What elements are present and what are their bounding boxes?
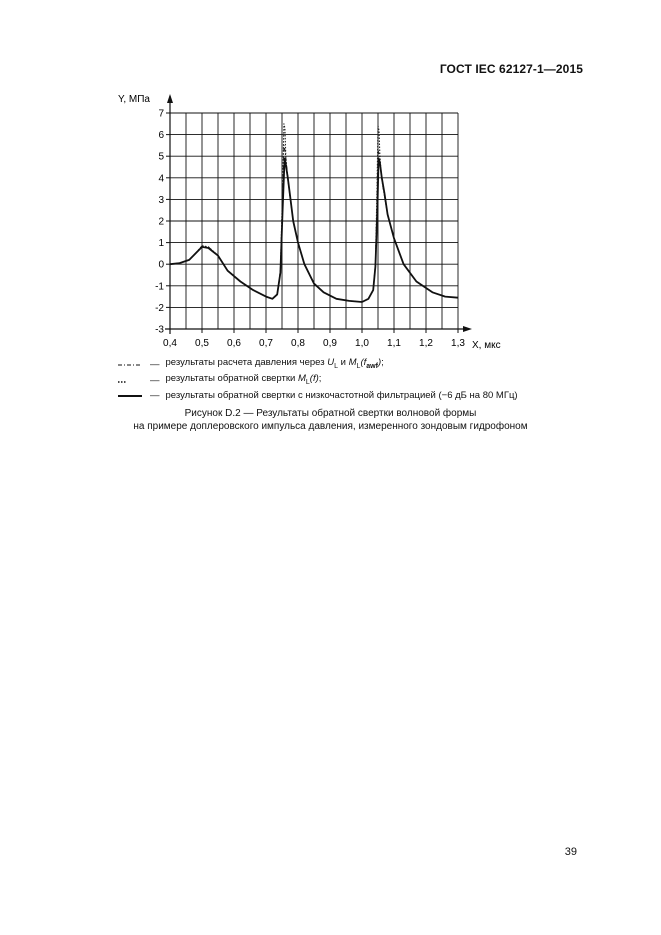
y-tick-label: 4 xyxy=(158,173,164,184)
x-tick-label: 0,4 xyxy=(163,338,177,349)
caption-line-2: на примере доплеровского импульса давлен… xyxy=(133,421,528,432)
legend-text-1: результаты расчета давления через UL и M… xyxy=(165,357,384,370)
y-tick-label: 7 xyxy=(158,109,164,120)
y-tick-label: -2 xyxy=(155,303,164,314)
legend-text-2: результаты обратной свертки ML(f); xyxy=(165,373,322,387)
pressure-waveform-chart: -3 -2 -1 0 1 2 3 4 5 6 7 0,4 0,5 0,6 0,7 0,8 0,9 1,0 1,1 1,… xyxy=(118,94,501,351)
series-line-solid xyxy=(169,157,459,303)
chart-grid xyxy=(169,112,459,330)
y-tick-label: 2 xyxy=(158,217,164,228)
legend-dash: — xyxy=(150,358,160,370)
y-axis-arrow xyxy=(167,94,173,103)
legend-item-solid: — результаты обратной свертки с низкочас… xyxy=(118,390,518,403)
standard-header: ГОСТ IEC 62127-1—2015 xyxy=(439,62,583,76)
y-axis-label: Y, МПа xyxy=(118,94,150,105)
x-tick-label: 1,1 xyxy=(387,338,401,349)
legend-item-dash-dot: — результаты расчета давления через UL и… xyxy=(118,357,518,373)
x-tick-label: 0,9 xyxy=(323,338,337,349)
x-tick-label: 0,6 xyxy=(227,338,241,349)
x-tick-label: 0,5 xyxy=(195,338,209,349)
legend-dash: — xyxy=(150,389,160,401)
legend-item-dotted: — результаты обратной свертки ML(f); xyxy=(118,373,518,389)
y-tick-label: 0 xyxy=(158,260,164,271)
legend-dash: — xyxy=(150,375,160,387)
chart-series xyxy=(169,123,459,303)
x-axis-label: X, мкс xyxy=(472,340,501,351)
chart-legend: — результаты расчета давления через UL и… xyxy=(118,357,518,402)
y-tick-label: 1 xyxy=(158,238,164,249)
figure-caption: Рисунок D.2 — Результаты обратной свертк… xyxy=(0,407,661,433)
x-tick-label: 1,2 xyxy=(419,338,433,349)
legend-sample-dotted xyxy=(118,379,142,385)
page-number: 39 xyxy=(564,846,577,858)
x-axis-arrow xyxy=(463,326,472,332)
y-tick-label: -1 xyxy=(155,281,164,292)
legend-sample-dash-dot xyxy=(118,362,142,368)
y-tick-label: 3 xyxy=(158,195,164,206)
x-tick-label: 0,7 xyxy=(259,338,273,349)
legend-text-3: результаты обратной свертки с низкочасто… xyxy=(165,389,518,401)
x-tick-label: 1,0 xyxy=(355,338,369,349)
x-tick-label: 0,8 xyxy=(291,338,305,349)
chart-ticks: -3 -2 -1 0 1 2 3 4 5 6 7 0,4 0,5 0,6 0,7 0,8 0,9 1,0 1,1 1,… xyxy=(155,109,465,350)
y-tick-label: 5 xyxy=(158,152,164,163)
caption-line-1: Рисунок D.2 — Результаты обратной свертк… xyxy=(184,408,477,419)
y-tick-label: -3 xyxy=(155,325,164,336)
legend-sample-solid xyxy=(118,393,142,399)
chart-axes xyxy=(165,94,472,334)
y-tick-label: 6 xyxy=(158,130,164,141)
x-tick-label: 1,3 xyxy=(451,338,465,349)
